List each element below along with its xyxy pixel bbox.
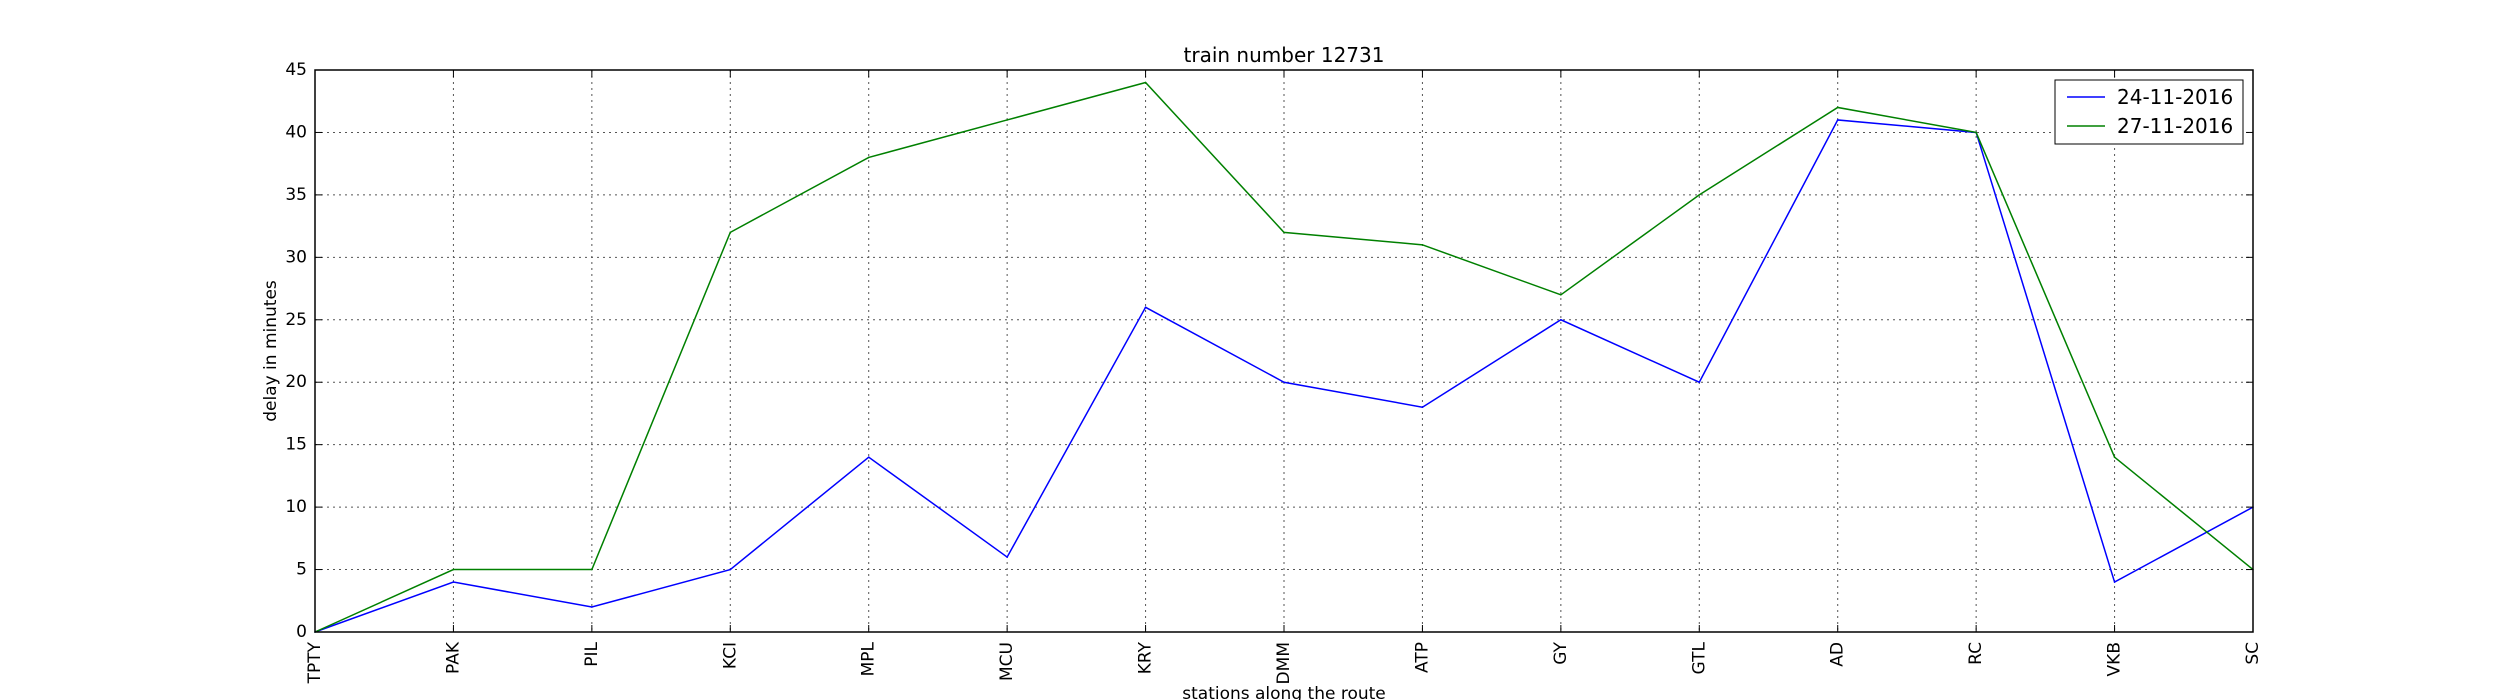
data-point-series-2 <box>1836 106 1839 109</box>
y-tick-label: 45 <box>285 60 307 80</box>
y-tick-label: 10 <box>285 497 307 517</box>
x-tick-label: GTL <box>1689 641 1709 674</box>
x-tick-label: TPTY <box>305 641 325 684</box>
data-point-series-2 <box>1283 231 1285 234</box>
data-point-series-1 <box>1144 306 1147 309</box>
data-point-series-1 <box>2113 581 2116 583</box>
data-point-series-2 <box>2113 456 2116 458</box>
data-point-series-1 <box>1836 119 1839 121</box>
data-point-series-1 <box>729 568 732 571</box>
data-point-series-1 <box>867 456 870 458</box>
x-tick-label: ATP <box>1412 642 1432 673</box>
data-point-series-2 <box>729 231 732 234</box>
data-point-series-2 <box>1560 294 1562 296</box>
legend-label-2: 27-11-2016 <box>2117 114 2233 138</box>
y-tick-label: 20 <box>285 372 307 392</box>
data-point-series-2 <box>591 568 593 571</box>
data-point-series-1 <box>1560 318 1562 321</box>
y-tick-label: 40 <box>285 122 307 142</box>
x-tick-label: SC <box>2243 642 2263 665</box>
y-tick-label: 30 <box>285 247 307 267</box>
x-tick-label: VKB <box>2105 642 2125 676</box>
x-tick-label: RC <box>1966 642 1986 665</box>
x-tick-label: KCI <box>720 642 740 669</box>
data-point-series-1 <box>1698 381 1701 384</box>
x-axis-label: stations along the route <box>1182 684 1386 700</box>
data-point-series-2 <box>1421 244 1424 246</box>
series-layer <box>314 81 2254 633</box>
y-tick-label: 35 <box>285 185 307 205</box>
data-point-series-2 <box>1698 194 1701 196</box>
data-point-series-1 <box>452 581 455 583</box>
data-point-series-1 <box>1006 556 1008 558</box>
x-tick-label: GY <box>1551 641 1571 664</box>
x-tick-label: KRY <box>1136 641 1156 674</box>
axis-ticks: TPTY PAK PIL KCI MPL MCU KRY DMM ATP GY GTL AD RC VKB… <box>285 60 2263 684</box>
legend-box <box>2054 79 2244 145</box>
x-tick-label: MCU <box>997 642 1017 681</box>
x-tick-label: MPL <box>859 641 879 676</box>
x-tick-label: PAK <box>443 641 463 674</box>
y-axis-label: delay in minutes <box>261 280 281 422</box>
legend-label-1: 24-11-2016 <box>2117 85 2233 109</box>
grid <box>315 70 2253 632</box>
data-point-series-2 <box>452 568 455 571</box>
x-tick-label: PIL <box>582 641 602 666</box>
y-tick-label: 15 <box>285 435 307 455</box>
x-tick-label: AD <box>1828 642 1848 667</box>
chart-title: train number 12731 <box>1184 43 1385 67</box>
data-point-series-1 <box>1421 406 1424 409</box>
y-tick-label: 25 <box>285 310 307 330</box>
data-point-series-2 <box>1006 119 1008 121</box>
legend: 24-11-2016 27-11-2016 <box>2054 79 2244 145</box>
data-point-series-2 <box>1975 131 1977 134</box>
y-tick-label: 5 <box>296 560 307 580</box>
data-point-series-2 <box>867 156 870 159</box>
data-point-series-2 <box>1144 81 1147 84</box>
data-point-series-1 <box>1283 381 1285 384</box>
y-tick-label: 0 <box>296 622 307 642</box>
x-tick-label: DMM <box>1274 642 1294 684</box>
series-line-2 <box>314 81 2254 633</box>
data-point-series-1 <box>591 606 593 608</box>
